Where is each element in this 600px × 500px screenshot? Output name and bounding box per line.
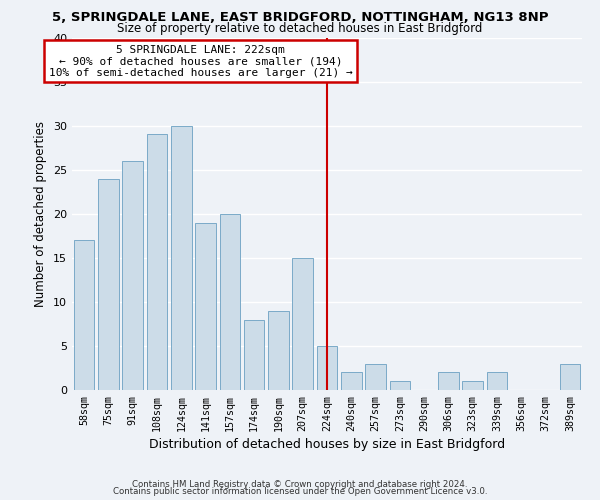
Bar bbox=[487, 372, 508, 390]
Bar bbox=[365, 364, 386, 390]
Bar bbox=[292, 258, 313, 390]
X-axis label: Distribution of detached houses by size in East Bridgford: Distribution of detached houses by size … bbox=[149, 438, 505, 451]
Bar bbox=[171, 126, 191, 390]
Bar bbox=[341, 372, 362, 390]
Bar bbox=[98, 178, 119, 390]
Bar bbox=[122, 161, 143, 390]
Bar bbox=[268, 310, 289, 390]
Bar bbox=[389, 381, 410, 390]
Bar bbox=[146, 134, 167, 390]
Y-axis label: Number of detached properties: Number of detached properties bbox=[34, 120, 47, 306]
Bar bbox=[438, 372, 459, 390]
Text: Contains public sector information licensed under the Open Government Licence v3: Contains public sector information licen… bbox=[113, 487, 487, 496]
Bar bbox=[74, 240, 94, 390]
Bar bbox=[220, 214, 240, 390]
Text: 5 SPRINGDALE LANE: 222sqm
← 90% of detached houses are smaller (194)
10% of semi: 5 SPRINGDALE LANE: 222sqm ← 90% of detac… bbox=[49, 44, 353, 78]
Text: Contains HM Land Registry data © Crown copyright and database right 2024.: Contains HM Land Registry data © Crown c… bbox=[132, 480, 468, 489]
Bar bbox=[560, 364, 580, 390]
Text: 5, SPRINGDALE LANE, EAST BRIDGFORD, NOTTINGHAM, NG13 8NP: 5, SPRINGDALE LANE, EAST BRIDGFORD, NOTT… bbox=[52, 11, 548, 24]
Bar bbox=[244, 320, 265, 390]
Bar bbox=[317, 346, 337, 390]
Text: Size of property relative to detached houses in East Bridgford: Size of property relative to detached ho… bbox=[118, 22, 482, 35]
Bar bbox=[463, 381, 483, 390]
Bar bbox=[195, 222, 216, 390]
